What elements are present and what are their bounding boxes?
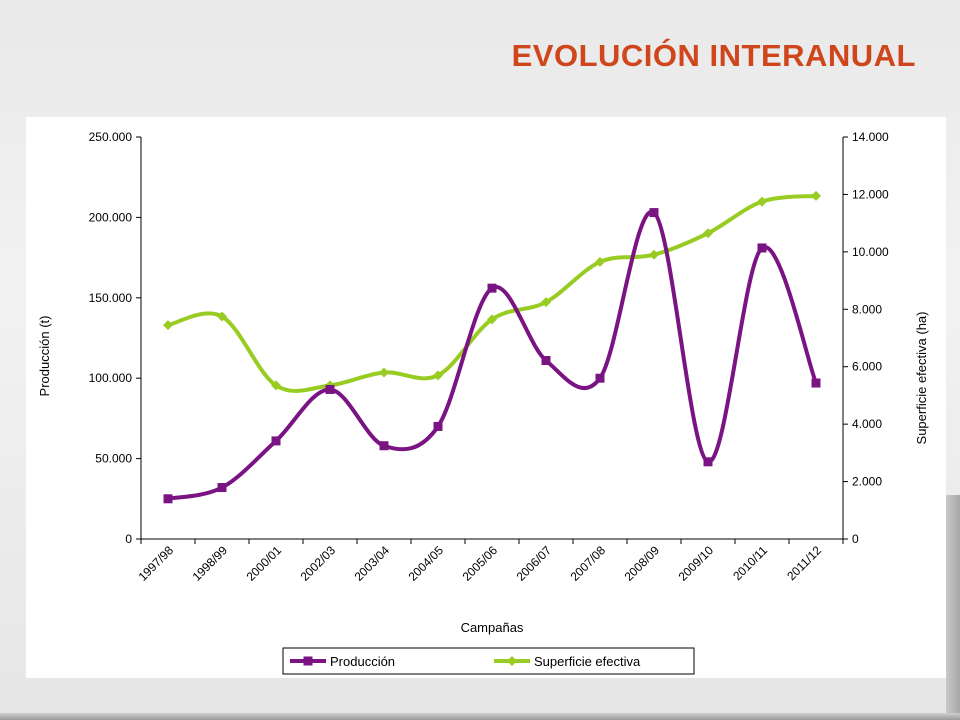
legend-box <box>282 647 695 675</box>
legend-label-produccion: Producción <box>330 654 395 669</box>
legend-label-superficie-efectiva: Superficie efectiva <box>534 654 641 669</box>
x-tick-label: 2004/05 <box>406 543 447 584</box>
x-tick-label: 2011/12 <box>784 543 824 583</box>
point-superficie-efectiva <box>487 314 497 325</box>
point-produccion <box>379 441 389 451</box>
y-left-tick-label: 0 <box>125 532 132 546</box>
point-produccion <box>271 436 281 446</box>
point-superficie-efectiva <box>703 228 713 239</box>
line-produccion <box>167 209 818 501</box>
x-tick-label: 1997/98 <box>136 543 177 584</box>
point-superficie-efectiva <box>649 249 659 260</box>
x-tick-label: 2003/04 <box>352 543 393 584</box>
y-right-tick-label: 8.000 <box>852 302 882 316</box>
line-superficie-efectiva <box>167 193 817 393</box>
decorative-shadow-bottom <box>0 713 960 720</box>
y-left-tick-label: 250.000 <box>89 130 133 144</box>
series-produccion <box>163 208 821 504</box>
x-tick-label: 2007/08 <box>568 543 609 584</box>
y-left-tick-label: 100.000 <box>89 371 133 385</box>
point-superficie-efectiva <box>595 256 605 267</box>
y-right-tick-label: 14.000 <box>852 130 889 144</box>
legend-marker-produccion <box>303 656 313 666</box>
x-tick-label: 2005/06 <box>460 543 501 584</box>
point-produccion <box>163 494 173 504</box>
chart-panel <box>26 117 946 678</box>
point-produccion <box>757 243 767 253</box>
slide-title: EVOLUCIÓN INTERANUAL <box>511 38 916 73</box>
point-superficie-efectiva <box>271 380 281 391</box>
y-right-tick-label: 0 <box>852 532 859 546</box>
x-tick-label: 2009/10 <box>676 543 717 584</box>
series-superficie-efectiva <box>163 190 821 393</box>
point-produccion <box>217 483 227 493</box>
x-axis-title: Campañas <box>461 620 524 635</box>
point-superficie-efectiva <box>541 297 551 308</box>
legend: Producción Superficie efectiva <box>282 647 695 675</box>
y-right-tick-label: 6.000 <box>852 360 882 374</box>
y-right-tick-label: 10.000 <box>852 245 889 259</box>
x-tick-label: 2006/07 <box>514 543 555 584</box>
point-produccion <box>811 378 821 388</box>
point-produccion <box>703 457 713 467</box>
point-produccion <box>649 208 659 218</box>
point-produccion <box>325 384 335 394</box>
point-produccion <box>487 283 497 293</box>
point-superficie-efectiva <box>379 367 389 378</box>
y-right-tick-label: 4.000 <box>852 417 882 431</box>
y-left-tick-label: 150.000 <box>89 291 133 305</box>
point-produccion <box>595 373 605 383</box>
x-tick-label: 2002/03 <box>298 543 339 584</box>
series-layer <box>163 190 821 504</box>
legend-marker-superficie-efectiva <box>507 656 517 666</box>
point-produccion <box>433 421 443 431</box>
x-tick-label: 2008/09 <box>622 543 663 584</box>
x-tick-label: 2010/11 <box>730 543 770 583</box>
point-superficie-efectiva <box>163 320 173 331</box>
point-superficie-efectiva <box>217 311 227 322</box>
point-superficie-efectiva <box>757 196 767 207</box>
y-right-tick-label: 12.000 <box>852 187 889 201</box>
point-superficie-efectiva <box>811 190 821 201</box>
x-tick-label: 1998/99 <box>190 543 231 584</box>
y-right-axis-title: Superficie efectiva (ha) <box>914 312 929 445</box>
y-right-tick-label: 2.000 <box>852 475 882 489</box>
x-tick-label: 2000/01 <box>244 543 285 584</box>
point-superficie-efectiva <box>433 370 443 381</box>
point-produccion <box>541 356 551 366</box>
y-left-tick-label: 200.000 <box>89 210 133 224</box>
decorative-shadow-right <box>946 495 960 713</box>
y-left-tick-label: 50.000 <box>95 452 132 466</box>
axes <box>136 136 848 544</box>
y-left-axis-title: Producción (t) <box>37 316 52 397</box>
